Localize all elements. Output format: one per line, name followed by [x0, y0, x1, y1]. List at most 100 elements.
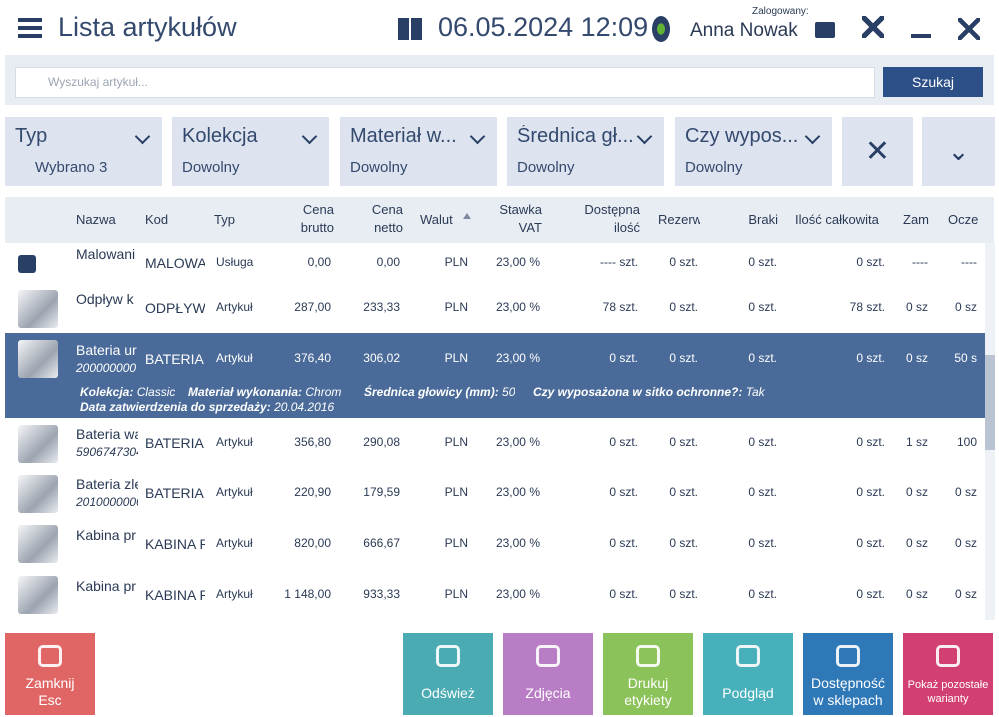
logged-label: Zalogowany:: [752, 6, 809, 17]
action-button[interactable]: Dostępność w sklepach: [803, 633, 893, 715]
product-image: [18, 475, 58, 513]
action-button[interactable]: Zdjęcia: [503, 633, 593, 715]
cell-sub: 2010000000: [76, 495, 138, 509]
action-button[interactable]: Podgląd: [703, 633, 793, 715]
filter-value: Dowolny: [517, 159, 575, 176]
cell: 0 sz: [905, 535, 928, 550]
dashboard-icon[interactable]: [398, 18, 422, 40]
cell: 0 szt.: [609, 535, 638, 550]
tools-icon[interactable]: [862, 16, 884, 38]
cell: BATERIA V: [145, 435, 205, 451]
connection-icon: [652, 16, 670, 42]
close-icon[interactable]: [958, 18, 980, 40]
product-image: [18, 290, 58, 328]
cell: 23,00 %: [495, 435, 540, 449]
filter[interactable]: Materiał w... Dowolny: [340, 117, 497, 186]
cell-sub: 5906747304: [76, 445, 138, 459]
cell: Bateria zle: [76, 476, 138, 492]
filter[interactable]: Kolekcja Dowolny: [172, 117, 329, 186]
column-header: Nazwa: [76, 212, 116, 227]
table-row[interactable]: Bateria ur BATERIA U Artykuł 376,40 306,02 PL…: [5, 333, 985, 419]
menu-icon[interactable]: [18, 18, 42, 38]
button-icon: [636, 645, 660, 667]
button-label: Esc: [38, 692, 62, 708]
detail-label: Czy wyposażona w sitko ochronne?:: [533, 385, 743, 399]
cell: 0 szt.: [856, 255, 885, 269]
filter-label: Materiał w...: [350, 125, 457, 147]
action-button[interactable]: Odśwież: [403, 633, 493, 715]
filter-label: Czy wypos...: [685, 125, 799, 147]
cell: 23,00 %: [495, 485, 540, 499]
filter[interactable]: Typ Wybrano 3: [5, 117, 162, 186]
table-header: [5, 197, 994, 243]
cell: PLN: [444, 351, 468, 365]
chevron: [636, 128, 653, 145]
button-label: Zamknij: [25, 675, 75, 691]
column-header: Ilość całkowita: [795, 212, 879, 227]
detail-label: Data zatwierdzenia do sprzedaży:: [80, 400, 271, 414]
clear-filters[interactable]: ✕: [842, 117, 913, 186]
action-button[interactable]: Drukuj etykiety: [603, 633, 693, 715]
cell: 666,67: [363, 535, 400, 550]
cell: 1 148,00: [284, 586, 331, 601]
table-row[interactable]: Bateria zle BATERIA Z Artykuł 220,90 179,59 P…: [5, 468, 985, 519]
detail-value: 50: [502, 385, 516, 399]
cell: 0 sz: [954, 300, 977, 314]
column-header: Zam: [903, 212, 929, 227]
table-row[interactable]: Kabina pr KABINA P Artykuł 820,00 666,67 PLN 2…: [5, 518, 985, 570]
table-row[interactable]: Kabina pr KABINA P Artykuł 1 148,00 933,33 PL…: [5, 569, 985, 621]
detail-label: Kolekcja:: [80, 385, 134, 399]
cell: 50 s: [954, 351, 977, 365]
button-label: warianty: [927, 693, 969, 705]
chevron: [469, 128, 486, 145]
table-row[interactable]: Malowani MALOWA Usługa 0,00 0,00 PLN 23,00 % --…: [5, 243, 985, 284]
button-icon: [38, 645, 62, 667]
filter[interactable]: Średnica gł... Dowolny: [507, 117, 664, 186]
scrollbar[interactable]: [985, 243, 995, 620]
search-input[interactable]: Wyszukaj artykuł...: [15, 67, 875, 98]
cell: 0 szt.: [669, 351, 698, 365]
cell: 0 szt.: [748, 300, 777, 314]
detail: Data zatwierdzenia do sprzedaży: 20.04.2…: [80, 400, 334, 414]
cell: 376,40: [294, 351, 331, 365]
minimize-icon[interactable]: [911, 34, 931, 38]
action-button[interactable]: Pokaż pozostałe warianty: [903, 633, 993, 715]
cell: PLN: [444, 485, 468, 499]
cell: PLN: [444, 255, 468, 269]
lock-icon[interactable]: [815, 22, 835, 38]
filter-label: Kolekcja: [182, 125, 258, 147]
cell: 23,00 %: [495, 300, 540, 314]
cell: 0 szt.: [748, 535, 777, 550]
cell: 0 sz: [954, 586, 977, 601]
cell: Kabina pr: [76, 577, 136, 594]
filter-value: Dowolny: [685, 159, 743, 176]
search-button[interactable]: Szukaj: [883, 67, 983, 97]
filter-value: Wybrano 3: [35, 159, 108, 176]
cell: ODPŁYW: [145, 300, 205, 316]
cell: Artykuł: [216, 535, 253, 550]
action-button[interactable]: Zamknij Esc: [5, 633, 95, 715]
cell: 0 szt.: [748, 485, 777, 499]
cell: 820,00: [294, 535, 331, 550]
cell: 0 sz: [905, 485, 928, 499]
expand-filters[interactable]: ⌄: [922, 117, 995, 186]
cell: 0 sz: [905, 300, 928, 314]
cell: 78 szt.: [602, 300, 638, 314]
column-header: netto: [374, 220, 403, 235]
user-name: Anna Nowak: [690, 20, 798, 41]
column-header: Braki: [748, 212, 778, 227]
table-row[interactable]: Bateria wa BATERIA V Artykuł 356,80 290,08 PL…: [5, 418, 985, 469]
table-row[interactable]: Odpływ k ODPŁYW Artykuł 287,00 233,33 PLN 23,0…: [5, 283, 985, 334]
cell: Artykuł: [216, 435, 253, 449]
sort-arrow: [463, 213, 471, 219]
cell: 0 szt.: [856, 435, 885, 449]
cell: ----: [912, 255, 928, 269]
button-icon: [736, 645, 760, 667]
cell: KABINA P: [145, 586, 205, 603]
cell: 0,00: [307, 255, 331, 269]
product-image: [18, 255, 36, 273]
column-header: Typ: [214, 212, 235, 227]
filter[interactable]: Czy wypos... Dowolny: [675, 117, 832, 186]
cell: 0 szt.: [856, 485, 885, 499]
button-label: etykiety: [624, 692, 672, 708]
